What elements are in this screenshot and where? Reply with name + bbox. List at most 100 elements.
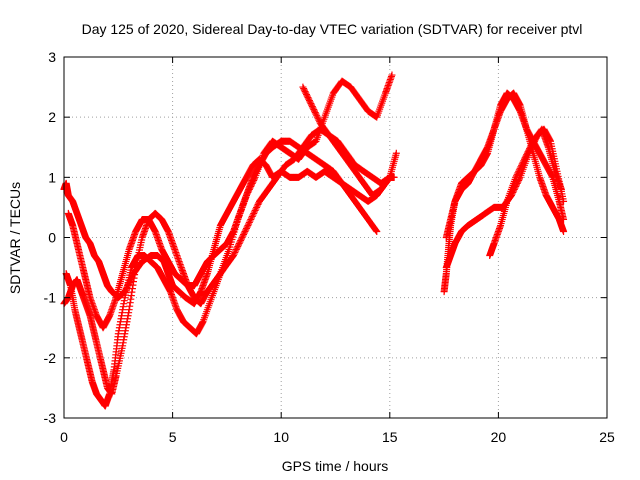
data-point xyxy=(385,174,393,182)
series-track-4 xyxy=(64,137,394,332)
y-tick-label: 2 xyxy=(48,109,56,125)
data-point xyxy=(254,200,262,208)
data-point xyxy=(313,113,321,121)
data-point xyxy=(560,197,568,205)
data-point xyxy=(311,109,319,117)
x-tick-label: 10 xyxy=(273,429,289,445)
data-point xyxy=(304,94,312,102)
data-point xyxy=(234,241,242,249)
data-point xyxy=(303,91,311,99)
data-point xyxy=(245,218,253,226)
data-point xyxy=(241,227,249,235)
data-point xyxy=(243,223,251,231)
data-point xyxy=(302,89,310,97)
x-tick-label: 20 xyxy=(491,429,507,445)
data-point xyxy=(240,229,248,237)
data-point xyxy=(230,250,238,258)
data-point xyxy=(523,149,531,157)
data-point xyxy=(248,212,256,220)
y-axis-label: SDTVAR / TECUs xyxy=(7,182,23,294)
data-point xyxy=(252,205,260,213)
data-point xyxy=(244,221,252,229)
data-point xyxy=(521,154,529,162)
data-point xyxy=(247,215,255,223)
data-point xyxy=(234,243,242,251)
data-point xyxy=(253,203,261,211)
x-tick-label: 25 xyxy=(599,429,615,445)
data-point xyxy=(233,244,241,252)
data-point xyxy=(250,209,258,217)
data-point xyxy=(299,83,307,91)
data-point xyxy=(235,240,243,248)
x-tick-label: 15 xyxy=(382,429,398,445)
data-point xyxy=(242,226,250,234)
data-point xyxy=(307,100,315,108)
series-track-5 xyxy=(299,83,400,199)
data-point xyxy=(231,249,239,257)
data-point xyxy=(300,85,308,93)
x-axis-label: GPS time / hours xyxy=(282,458,389,474)
data-point xyxy=(237,235,245,243)
data-point xyxy=(253,202,261,210)
data-point xyxy=(513,170,521,178)
data-point xyxy=(518,161,526,169)
data-point xyxy=(229,252,237,260)
data-point xyxy=(242,224,250,232)
data-point xyxy=(373,227,381,235)
y-tick-label: -3 xyxy=(44,410,57,426)
data-point xyxy=(372,226,380,234)
x-tick-label: 0 xyxy=(60,429,68,445)
data-point xyxy=(239,232,247,240)
data-point xyxy=(314,115,322,123)
data-point xyxy=(310,106,318,114)
data-point xyxy=(238,234,246,241)
data-point xyxy=(232,246,240,254)
data-point xyxy=(520,157,528,165)
data-point xyxy=(245,220,253,228)
series-track-1 xyxy=(60,155,381,308)
series-track-7 xyxy=(442,89,568,241)
data-point xyxy=(311,107,319,115)
data-point xyxy=(300,86,308,94)
data-point xyxy=(523,151,531,159)
data-point xyxy=(527,142,535,150)
data-point xyxy=(526,143,534,151)
chart-title: Day 125 of 2020, Sidereal Day-to-day VTE… xyxy=(82,21,583,37)
y-tick-label: 1 xyxy=(48,169,56,185)
data-point xyxy=(306,98,314,106)
data-point xyxy=(392,149,400,157)
data-point xyxy=(388,71,396,79)
data-point xyxy=(525,146,533,154)
y-tick-label: -1 xyxy=(44,290,57,306)
data-point xyxy=(514,169,522,177)
axis-ticks: 0 5 10 15 20 25 -3 -2 -1 0 1 2 3 xyxy=(44,49,615,445)
data-point xyxy=(515,167,523,175)
data-point xyxy=(240,230,248,238)
data-point xyxy=(524,148,532,156)
data-point xyxy=(526,145,534,153)
data-point xyxy=(515,166,523,174)
data-point xyxy=(528,140,536,148)
data-point xyxy=(250,208,258,216)
data-point xyxy=(303,92,311,100)
data-point xyxy=(246,217,254,225)
data-point xyxy=(557,185,565,193)
data-point xyxy=(248,214,256,222)
data-point xyxy=(517,163,525,171)
data-point xyxy=(520,155,528,163)
data-point xyxy=(313,112,321,120)
data-markers xyxy=(60,71,568,410)
data-point xyxy=(249,211,257,219)
data-point xyxy=(518,160,526,168)
data-point xyxy=(232,247,240,255)
data-point xyxy=(251,206,259,214)
data-point xyxy=(513,172,520,180)
data-point xyxy=(516,164,524,172)
data-point xyxy=(236,238,244,246)
y-tick-label: -2 xyxy=(44,350,57,366)
data-point xyxy=(305,97,313,105)
data-point xyxy=(312,110,320,118)
data-point xyxy=(522,152,530,160)
